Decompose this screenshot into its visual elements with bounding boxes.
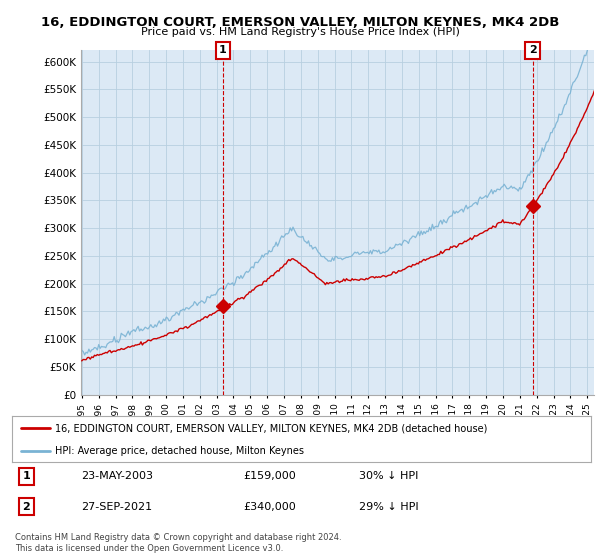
Text: Contains HM Land Registry data © Crown copyright and database right 2024.
This d: Contains HM Land Registry data © Crown c…: [15, 533, 341, 553]
Text: 16, EDDINGTON COURT, EMERSON VALLEY, MILTON KEYNES, MK4 2DB (detached house): 16, EDDINGTON COURT, EMERSON VALLEY, MIL…: [55, 423, 488, 433]
Text: 16, EDDINGTON COURT, EMERSON VALLEY, MILTON KEYNES, MK4 2DB: 16, EDDINGTON COURT, EMERSON VALLEY, MIL…: [41, 16, 559, 29]
Text: HPI: Average price, detached house, Milton Keynes: HPI: Average price, detached house, Milt…: [55, 446, 304, 455]
Text: £340,000: £340,000: [244, 502, 296, 512]
Text: 27-SEP-2021: 27-SEP-2021: [82, 502, 152, 512]
Text: 1: 1: [219, 45, 227, 55]
Text: 23-MAY-2003: 23-MAY-2003: [82, 472, 154, 482]
Text: Price paid vs. HM Land Registry's House Price Index (HPI): Price paid vs. HM Land Registry's House …: [140, 27, 460, 37]
Text: 2: 2: [529, 45, 536, 55]
Text: 1: 1: [23, 472, 31, 482]
Text: 29% ↓ HPI: 29% ↓ HPI: [359, 502, 419, 512]
Text: £159,000: £159,000: [244, 472, 296, 482]
Text: 30% ↓ HPI: 30% ↓ HPI: [359, 472, 419, 482]
Text: 2: 2: [23, 502, 31, 512]
